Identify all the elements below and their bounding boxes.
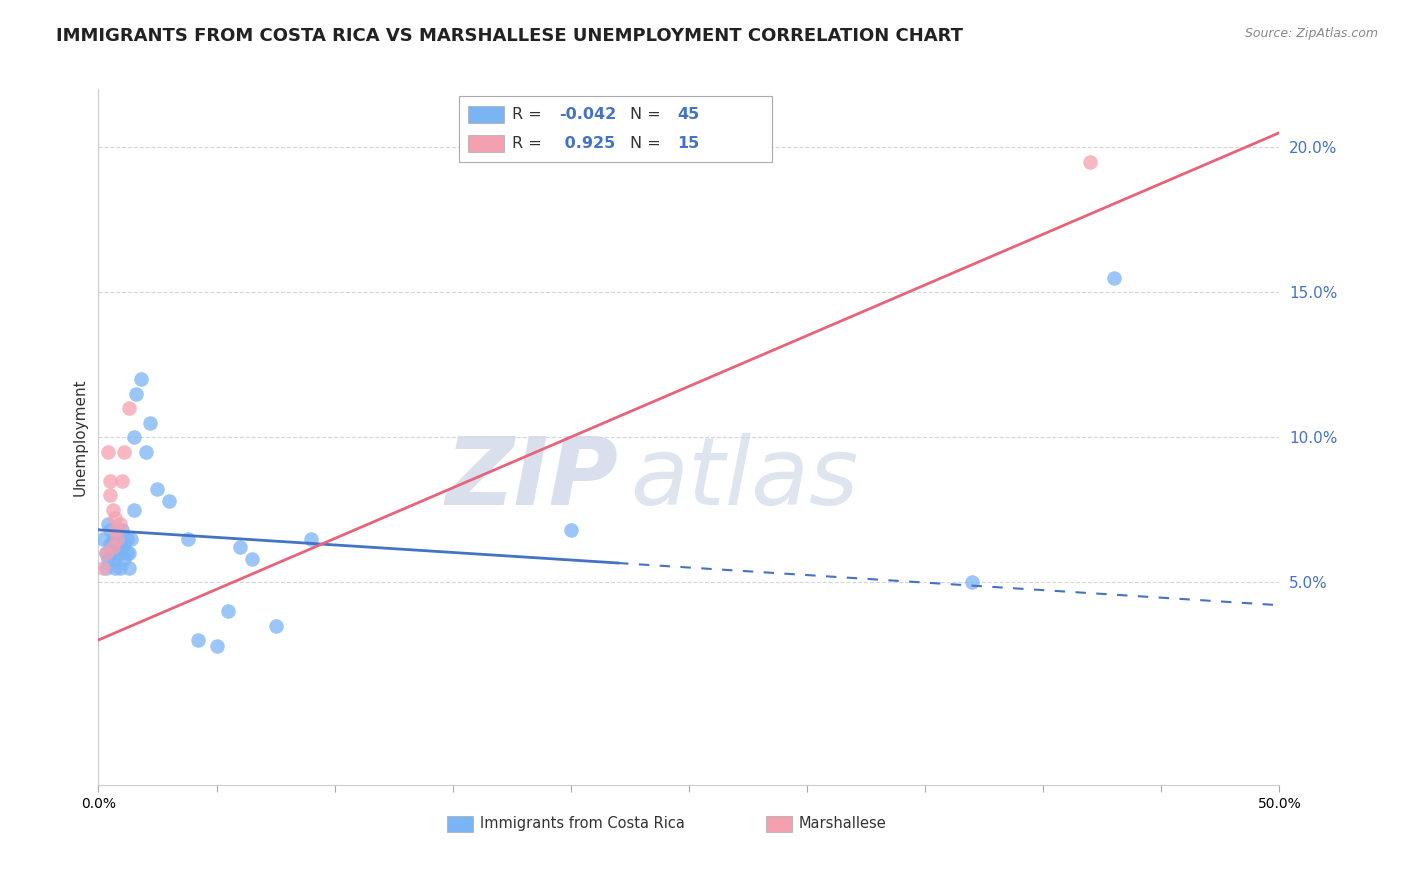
Point (98, 474, 121, 488)
Point (125, 386, 148, 401)
Point (105, 532, 128, 546)
Point (91, 560, 114, 574)
Point (229, 540, 252, 554)
Point (187, 633, 209, 648)
Point (101, 532, 124, 546)
Text: R =: R = (512, 136, 547, 152)
Point (94, 546, 117, 560)
Point (94, 560, 117, 574)
Point (108, 516, 131, 531)
Point (112, 551, 135, 566)
Point (105, 532, 128, 546)
Point (104, 551, 127, 566)
Text: R =: R = (512, 107, 547, 122)
Point (205, 639, 228, 653)
Point (1102, 270, 1125, 285)
Point (91, 532, 114, 546)
Y-axis label: Unemployment: Unemployment (72, 378, 87, 496)
Text: 45: 45 (678, 107, 699, 122)
Text: ZIP: ZIP (446, 433, 619, 524)
Point (97, 444, 120, 458)
Point (115, 532, 138, 546)
Text: Immigrants from Costa Rica: Immigrants from Costa Rica (479, 815, 685, 830)
Text: Marshallese: Marshallese (799, 815, 887, 830)
Point (122, 430, 145, 444)
Point (122, 502, 145, 516)
Point (962, 574, 984, 589)
Point (97, 516, 120, 531)
Point (105, 540, 128, 554)
Point (104, 523, 127, 537)
FancyBboxPatch shape (447, 816, 472, 831)
Point (118, 560, 141, 574)
Point (111, 540, 134, 554)
FancyBboxPatch shape (458, 96, 772, 162)
Text: 0.925: 0.925 (560, 136, 616, 152)
Text: IMMIGRANTS FROM COSTA RICA VS MARSHALLESE UNEMPLOYMENT CORRELATION CHART: IMMIGRANTS FROM COSTA RICA VS MARSHALLES… (56, 27, 963, 45)
Text: -0.042: -0.042 (560, 107, 616, 122)
Point (101, 540, 124, 554)
Point (129, 372, 152, 386)
Point (1080, 154, 1102, 169)
Point (118, 546, 141, 560)
Point (560, 523, 582, 537)
Text: Source: ZipAtlas.com: Source: ZipAtlas.com (1244, 27, 1378, 40)
Point (135, 444, 157, 458)
Point (98, 537, 121, 551)
Point (97, 551, 120, 566)
FancyBboxPatch shape (468, 106, 503, 123)
Point (111, 523, 134, 537)
Point (240, 551, 263, 566)
Point (101, 546, 124, 560)
Point (105, 546, 128, 560)
Point (98, 523, 121, 537)
Point (146, 482, 169, 496)
Text: 15: 15 (678, 136, 699, 152)
Point (104, 511, 127, 525)
Point (157, 493, 180, 508)
Point (121, 532, 143, 546)
Point (108, 546, 131, 560)
Point (264, 618, 287, 632)
Text: N =: N = (630, 136, 666, 152)
Point (108, 560, 131, 574)
Point (177, 532, 200, 546)
Point (118, 401, 141, 415)
Point (299, 532, 322, 546)
Point (104, 560, 127, 574)
Point (111, 474, 134, 488)
Point (101, 502, 124, 516)
Text: N =: N = (630, 107, 666, 122)
FancyBboxPatch shape (468, 136, 503, 152)
Point (217, 604, 239, 618)
Point (115, 546, 138, 560)
Point (104, 537, 127, 551)
Point (94, 546, 117, 560)
Point (98, 488, 121, 502)
Point (139, 416, 162, 430)
FancyBboxPatch shape (766, 816, 792, 831)
Text: atlas: atlas (630, 434, 858, 524)
Point (112, 537, 135, 551)
Point (112, 444, 135, 458)
